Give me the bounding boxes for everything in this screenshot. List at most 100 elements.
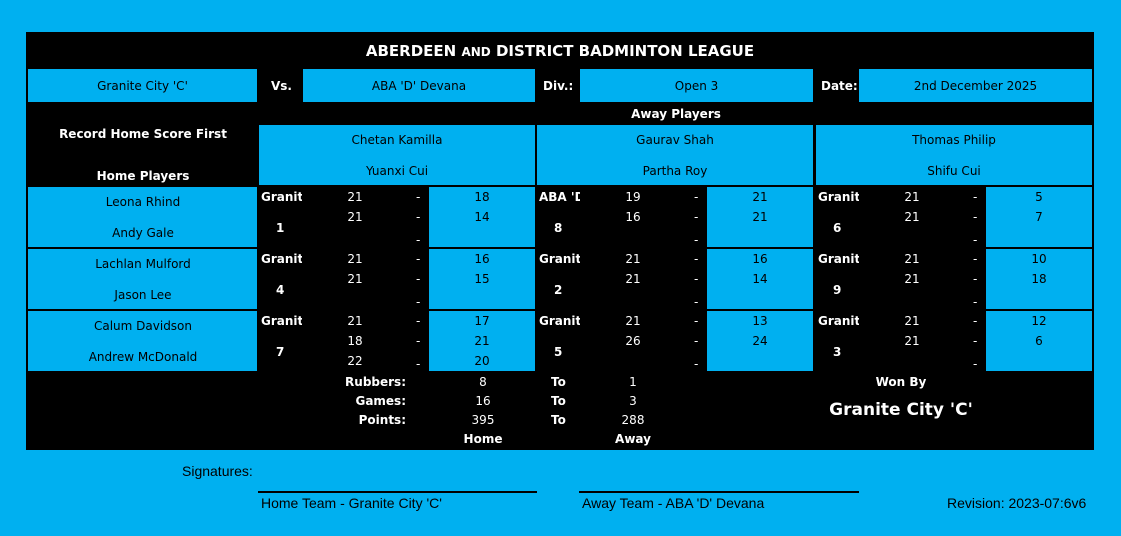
summary-away-value: 1: [629, 375, 637, 389]
home-player-name[interactable]: Jason Lee: [114, 288, 172, 302]
score-dash: -: [973, 272, 978, 286]
away-players-label: Away Players: [631, 107, 721, 121]
away-player-name[interactable]: Yuanxi Cui: [365, 164, 429, 178]
home-team-field[interactable]: Granite City 'C': [28, 69, 257, 102]
summary-label: Rubbers:: [345, 375, 406, 389]
score-dash: -: [973, 233, 978, 247]
away-team-field[interactable]: ABA 'D' Devana: [303, 69, 535, 102]
home-game-score[interactable]: 21: [904, 210, 920, 224]
score-dash: -: [973, 190, 978, 204]
away-player-name[interactable]: Gaurav Shah: [636, 133, 714, 147]
score-dash: -: [694, 357, 699, 371]
away-game-score[interactable]: 12: [1031, 314, 1047, 328]
home-game-score[interactable]: 21: [625, 314, 641, 328]
home-pair-box[interactable]: [28, 249, 257, 309]
home-game-score[interactable]: 21: [904, 190, 920, 204]
away-game-score[interactable]: 10: [1031, 252, 1047, 266]
summary-to: To: [551, 413, 566, 427]
away-player-name[interactable]: Partha Roy: [642, 164, 708, 178]
away-game-score[interactable]: 15: [474, 272, 490, 286]
away-signature-line[interactable]: [579, 491, 859, 493]
home-game-score[interactable]: 21: [347, 190, 363, 204]
away-game-score[interactable]: 16: [752, 252, 768, 266]
away-player-name[interactable]: Thomas Philip: [912, 133, 996, 147]
away-score-box[interactable]: [429, 249, 535, 309]
away-game-score[interactable]: 21: [474, 334, 490, 348]
away-game-score[interactable]: 14: [474, 210, 490, 224]
home-game-score[interactable]: 21: [904, 252, 920, 266]
home-game-score[interactable]: 21: [904, 272, 920, 286]
home-game-score[interactable]: 21: [347, 252, 363, 266]
away-score-box[interactable]: [707, 187, 813, 247]
home-game-score[interactable]: 21: [625, 252, 641, 266]
away-score-box[interactable]: [429, 187, 535, 247]
away-pair-box[interactable]: [259, 125, 535, 185]
away-score-box[interactable]: [986, 187, 1092, 247]
away-game-score[interactable]: 18: [1031, 272, 1047, 286]
away-game-score[interactable]: 6: [1035, 334, 1043, 348]
away-game-score[interactable]: 7: [1035, 210, 1043, 224]
home-label: Home: [463, 432, 503, 446]
away-score-box[interactable]: [986, 311, 1092, 371]
away-pair-box[interactable]: [537, 125, 813, 185]
home-player-name[interactable]: Andy Gale: [112, 226, 174, 240]
score-dash: -: [694, 272, 699, 286]
home-player-name[interactable]: Calum Davidson: [93, 319, 193, 333]
score-dash: -: [973, 314, 978, 328]
away-game-score[interactable]: 13: [752, 314, 768, 328]
home-game-score[interactable]: 21: [625, 272, 641, 286]
summary-label: Points:: [358, 413, 406, 427]
away-pair-box[interactable]: [816, 125, 1092, 185]
home-player-name[interactable]: Leona Rhind: [105, 195, 181, 209]
match-winner: Granite City 'C': [829, 400, 973, 420]
away-score-box[interactable]: [707, 311, 813, 371]
away-player-name[interactable]: Chetan Kamilla: [351, 133, 443, 147]
home-player-name[interactable]: Lachlan Mulford: [95, 257, 191, 271]
away-score-box[interactable]: [986, 249, 1092, 309]
home-player-name[interactable]: Andrew McDonald: [88, 350, 198, 364]
away-game-score[interactable]: 16: [474, 252, 490, 266]
rubber-order-number: 5: [554, 345, 563, 359]
home-pair-box[interactable]: [28, 311, 257, 371]
home-game-score[interactable]: 21: [904, 314, 920, 328]
home-game-score[interactable]: 21: [347, 272, 363, 286]
home-game-score[interactable]: 26: [625, 334, 641, 348]
score-dash: -: [416, 272, 421, 286]
away-game-score[interactable]: 20: [474, 354, 490, 368]
date-field[interactable]: 2nd December 2025: [859, 69, 1092, 102]
rubber-order-number: 3: [833, 345, 842, 359]
away-game-score[interactable]: 18: [474, 190, 490, 204]
score-dash: -: [694, 233, 699, 247]
division-field[interactable]: Open 3: [580, 69, 813, 102]
rubber-winner: Granit: [539, 252, 580, 266]
home-game-score[interactable]: 19: [625, 190, 641, 204]
home-game-score[interactable]: 21: [347, 314, 363, 328]
score-dash: -: [973, 357, 978, 371]
home-pair-box[interactable]: [28, 187, 257, 247]
away-game-score[interactable]: 21: [752, 210, 768, 224]
rubber-winner: Granit: [818, 314, 859, 328]
away-game-score[interactable]: 14: [752, 272, 768, 286]
away-score-box[interactable]: [429, 311, 535, 371]
rubber-winner: ABA 'D: [539, 190, 580, 204]
home-game-score[interactable]: 21: [347, 210, 363, 224]
away-score-box[interactable]: [707, 249, 813, 309]
home-signature-line[interactable]: [258, 491, 537, 493]
home-game-score[interactable]: 16: [625, 210, 641, 224]
rubber-order-number: 1: [276, 221, 285, 235]
score-dash: -: [416, 357, 421, 371]
away-game-score[interactable]: 24: [752, 334, 768, 348]
home-game-score[interactable]: 22: [347, 354, 363, 368]
rubber-order-number: 4: [276, 283, 285, 297]
date-label: Date:: [821, 79, 858, 93]
rubber-order-number: 7: [276, 345, 285, 359]
away-player-name[interactable]: Shifu Cui: [927, 164, 981, 178]
home-game-score[interactable]: 18: [347, 334, 363, 348]
away-game-score[interactable]: 5: [1035, 190, 1043, 204]
score-dash: -: [694, 190, 699, 204]
summary-to: To: [551, 375, 566, 389]
away-game-score[interactable]: 21: [752, 190, 768, 204]
score-dash: -: [694, 295, 699, 309]
away-game-score[interactable]: 17: [474, 314, 490, 328]
home-game-score[interactable]: 21: [904, 334, 920, 348]
